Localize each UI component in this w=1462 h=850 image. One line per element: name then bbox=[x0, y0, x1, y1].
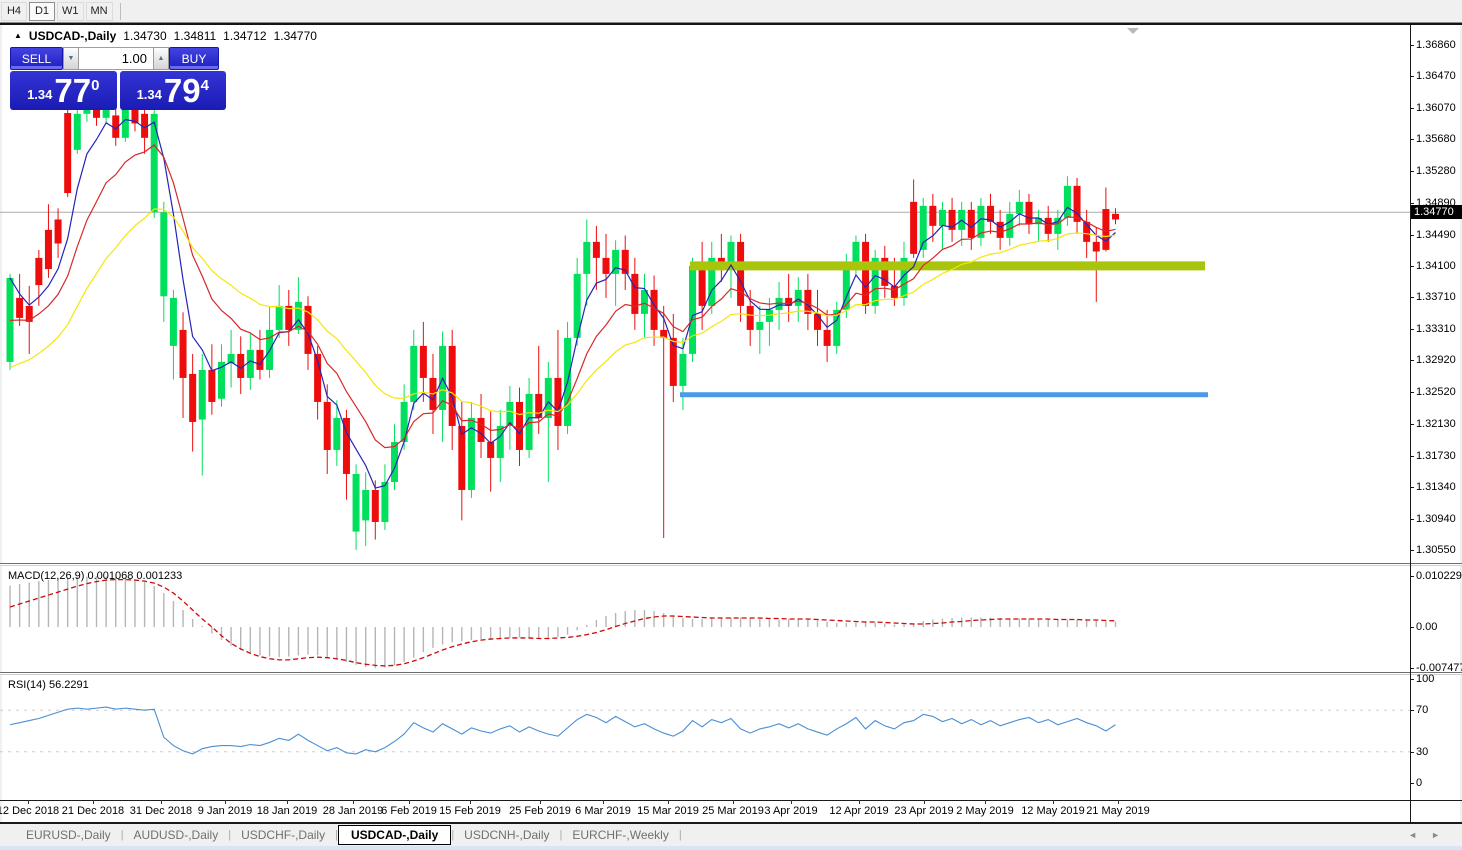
macd-pane-canvas[interactable] bbox=[0, 566, 1462, 672]
chart-title: ▲ USDCAD-,Daily 1.34730 1.34811 1.34712 … bbox=[14, 29, 317, 43]
date-label: 6 Feb 2019 bbox=[381, 805, 437, 817]
date-tick bbox=[93, 800, 94, 804]
rsi-label: RSI(14) 56.2291 bbox=[8, 679, 89, 691]
tab-scroll-left-icon[interactable]: ◄ bbox=[1408, 830, 1418, 840]
chart-background bbox=[2, 25, 1460, 822]
ohlc-open: 1.34730 bbox=[123, 29, 167, 43]
date-tick bbox=[859, 800, 860, 804]
date-axis[interactable]: 12 Dec 2018 21 Dec 2018 31 Dec 2018 9 Jan 2… bbox=[0, 800, 1410, 822]
date-label: 12 Apr 2019 bbox=[829, 805, 889, 817]
date-label: 25 Mar 2019 bbox=[702, 805, 764, 817]
date-label: 12 May 2019 bbox=[1021, 805, 1085, 817]
tab-separator: | bbox=[559, 829, 563, 841]
date-tick bbox=[1118, 800, 1119, 804]
pane-separator[interactable] bbox=[0, 563, 1462, 566]
tab-separator: | bbox=[120, 829, 124, 841]
date-label: 6 Mar 2019 bbox=[575, 805, 631, 817]
date-tick bbox=[287, 800, 288, 804]
sell-button[interactable]: SELL bbox=[10, 47, 63, 70]
tab-eurchf-weekly[interactable]: EURCHF-,Weekly bbox=[572, 828, 669, 842]
date-tick bbox=[28, 800, 29, 804]
date-tick bbox=[1053, 800, 1054, 804]
date-label: 15 Mar 2019 bbox=[637, 805, 699, 817]
volume-input[interactable] bbox=[79, 47, 153, 70]
buy-price-pip: 4 bbox=[200, 77, 209, 94]
tab-audusd-daily[interactable]: AUDUSD-,Daily bbox=[133, 828, 219, 842]
date-label: 25 Feb 2019 bbox=[509, 805, 571, 817]
date-tick bbox=[668, 800, 669, 804]
date-label: 31 Dec 2018 bbox=[129, 805, 193, 817]
volume-increase-button[interactable]: ▲ bbox=[153, 47, 169, 70]
date-tick bbox=[540, 800, 541, 804]
axis-divider bbox=[1410, 25, 1411, 822]
buy-price-prefix: 1.34 bbox=[136, 87, 162, 102]
volume-decrease-button[interactable]: ▼ bbox=[63, 47, 79, 70]
sell-price-display[interactable]: 1.34 77 0 bbox=[10, 71, 117, 110]
current-price-tag: 1.34770 bbox=[1411, 205, 1462, 220]
tab-scroll-controls: ◄ ► bbox=[1408, 830, 1440, 840]
timeframe-h4-button[interactable]: H4 bbox=[1, 1, 27, 21]
sell-price-pip: 0 bbox=[91, 77, 100, 94]
date-tick bbox=[470, 800, 471, 804]
tab-separator: | bbox=[228, 829, 232, 841]
trade-controls-row: SELL ▼ ▲ BUY bbox=[10, 47, 226, 70]
date-tick bbox=[791, 800, 792, 804]
window-top-border bbox=[0, 23, 1462, 25]
collapse-chart-icon[interactable]: ▲ bbox=[14, 31, 22, 40]
tab-scroll-right-icon[interactable]: ► bbox=[1431, 830, 1440, 840]
date-label: 3 Apr 2019 bbox=[764, 805, 818, 817]
rsi-bottom-border bbox=[0, 800, 1462, 801]
timeframe-w1-button[interactable]: W1 bbox=[57, 1, 84, 21]
tab-separator: | bbox=[335, 829, 338, 841]
date-tick bbox=[924, 800, 925, 804]
symbol-title: USDCAD-,Daily bbox=[28, 29, 117, 43]
ohlc-close: 1.34770 bbox=[273, 29, 317, 43]
tab-usdcnh-daily[interactable]: USDCNH-,Daily bbox=[464, 828, 550, 842]
price-chart-canvas[interactable] bbox=[0, 25, 1462, 563]
date-label: 12 Dec 2018 bbox=[0, 805, 60, 817]
date-tick bbox=[603, 800, 604, 804]
timeframe-mn-button[interactable]: MN bbox=[85, 1, 113, 21]
buy-price-display[interactable]: 1.34 79 4 bbox=[119, 71, 226, 110]
buy-price-big: 79 bbox=[163, 72, 201, 109]
chart-tab-bar: EURUSD-,Daily | AUDUSD-,Daily | USDCHF-,Dail… bbox=[0, 824, 1462, 846]
date-label: 15 Feb 2019 bbox=[439, 805, 501, 817]
ohlc-low: 1.34712 bbox=[223, 29, 267, 43]
sell-price-big: 77 bbox=[54, 72, 92, 109]
tab-separator: | bbox=[678, 829, 682, 841]
rsi-pane-canvas[interactable] bbox=[0, 675, 1462, 800]
tab-eurusd-daily[interactable]: EURUSD-,Daily bbox=[26, 828, 111, 842]
date-tick bbox=[409, 800, 410, 804]
buy-button[interactable]: BUY bbox=[169, 47, 219, 70]
sell-price-prefix: 1.34 bbox=[27, 87, 53, 102]
date-label: 28 Jan 2019 bbox=[322, 805, 384, 817]
date-label: 23 Apr 2019 bbox=[894, 805, 954, 817]
pane-separator[interactable] bbox=[0, 672, 1462, 675]
date-tick bbox=[985, 800, 986, 804]
window-bottom-border bbox=[0, 822, 1462, 824]
timeframe-d1-button[interactable]: D1 bbox=[29, 1, 55, 21]
date-tick bbox=[733, 800, 734, 804]
window-bottom-strip bbox=[0, 846, 1462, 850]
toolbar-separator bbox=[119, 2, 121, 20]
date-label: 2 May 2019 bbox=[956, 805, 1014, 817]
ohlc-high: 1.34811 bbox=[173, 29, 217, 43]
date-label: 21 Dec 2018 bbox=[61, 805, 125, 817]
date-label: 9 Jan 2019 bbox=[197, 805, 253, 817]
date-tick bbox=[161, 800, 162, 804]
chart-tabs: EURUSD-,Daily | AUDUSD-,Daily | USDCHF-,Dail… bbox=[0, 824, 682, 846]
tab-usdchf-daily[interactable]: USDCHF-,Daily bbox=[241, 828, 326, 842]
trade-prices-row: 1.34 77 0 1.34 79 4 bbox=[10, 71, 226, 110]
date-label: 21 May 2019 bbox=[1086, 805, 1150, 817]
date-tick bbox=[225, 800, 226, 804]
date-tick bbox=[353, 800, 354, 804]
date-label: 18 Jan 2019 bbox=[256, 805, 318, 817]
timeframe-toolbar: H4 D1 W1 MN bbox=[0, 0, 1462, 23]
tab-usdcad-daily[interactable]: USDCAD-,Daily bbox=[337, 825, 452, 845]
macd-label: MACD(12,26,9) 0.001068 0.001233 bbox=[8, 570, 183, 582]
tab-separator: | bbox=[451, 829, 455, 841]
